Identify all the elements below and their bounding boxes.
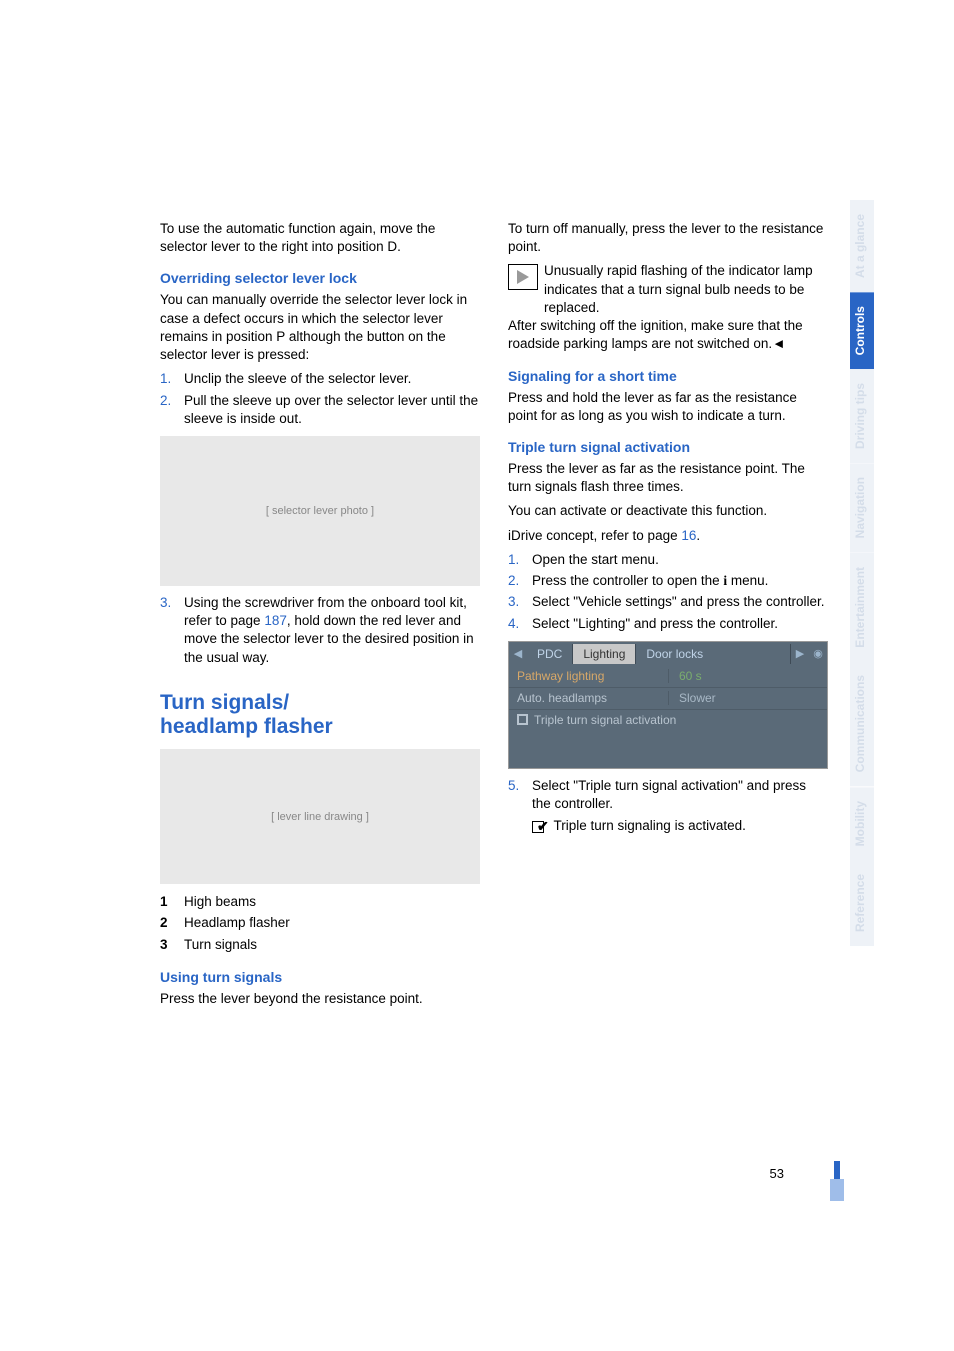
legend-2: 2Headlamp flasher	[160, 913, 480, 933]
idrive-ref: iDrive concept, refer to page 16.	[508, 527, 828, 545]
triple-steps-cont: Select "Triple turn signal activation" a…	[508, 777, 828, 836]
idrive-pre: iDrive concept, refer to page	[508, 528, 681, 543]
side-tab-at-a-glance[interactable]: At a glance	[850, 200, 874, 292]
override-step-3: Using the screwdriver from the onboard t…	[160, 594, 480, 667]
triple-heading: Triple turn signal activation	[508, 439, 828, 455]
intro-text: To use the automatic function again, mov…	[160, 220, 480, 256]
s2-post: menu.	[727, 573, 768, 588]
step5-text: Select "Triple turn signal activation" a…	[532, 778, 806, 811]
override-steps: Unclip the sleeve of the selector lever.…	[160, 370, 480, 428]
page-number: 53	[770, 1166, 784, 1181]
triple-step-5: Select "Triple turn signal activation" a…	[508, 777, 828, 836]
triple-step-1: Open the start menu.	[508, 551, 828, 569]
note-box: Unusually rapid flashing of the indicato…	[508, 262, 828, 317]
side-tab-navigation[interactable]: Navigation	[850, 463, 874, 552]
page-ref-187[interactable]: 187	[264, 613, 287, 628]
tab-knob-icon: ◉	[809, 647, 827, 660]
legend-1: 1High beams	[160, 892, 480, 912]
row1-right: 60 s	[668, 669, 827, 683]
override-heading: Overriding selector lever lock	[160, 270, 480, 286]
s2-pre: Press the controller to open the	[532, 573, 723, 588]
side-tab-communications[interactable]: Communications	[850, 661, 874, 786]
override-steps-cont: Using the screwdriver from the onboard t…	[160, 594, 480, 667]
row3-text: Triple turn signal activation	[534, 713, 676, 727]
row2-left: Auto. headlamps	[509, 691, 668, 705]
page-marker	[830, 1179, 844, 1201]
row2-right: Slower	[668, 691, 827, 705]
idrive-row-1: Pathway lighting 60 s	[509, 666, 827, 688]
tab-arrow-right-icon: ▶	[791, 647, 809, 660]
turn-heading-l1: Turn signals/	[160, 691, 289, 714]
override-step-1: Unclip the sleeve of the selector lever.	[160, 370, 480, 388]
tab-pdc: PDC	[527, 644, 573, 664]
legend-3: 3Turn signals	[160, 935, 480, 955]
idrive-screenshot: ◀ PDC Lighting Door locks ▶ ◉ Pathway li…	[508, 641, 828, 769]
side-tab-driving-tips[interactable]: Driving tips	[850, 369, 874, 463]
turnoff-text: To turn off manually, press the lever to…	[508, 220, 828, 256]
page-ref-16[interactable]: 16	[681, 528, 696, 543]
idrive-post: .	[696, 528, 700, 543]
idrive-row-2: Auto. headlamps Slower	[509, 688, 827, 710]
legend-1-text: High beams	[184, 894, 256, 909]
using-turn-signals-body: Press the lever beyond the resistance po…	[160, 990, 480, 1008]
idrive-checkbox-icon	[517, 714, 528, 725]
note-body: Unusually rapid flashing of the indicato…	[544, 262, 828, 317]
row1-left: Pathway lighting	[509, 669, 668, 683]
side-tab-controls[interactable]: Controls	[850, 292, 874, 369]
side-tab-reference[interactable]: Reference	[850, 860, 874, 946]
signal-short-heading: Signaling for a short time	[508, 368, 828, 384]
triple-body-2: You can activate or deactivate this func…	[508, 502, 828, 520]
note-triangle-icon	[508, 264, 538, 290]
idrive-tabs: ◀ PDC Lighting Door locks ▶ ◉	[509, 642, 827, 666]
idrive-body: Pathway lighting 60 s Auto. headlamps Sl…	[509, 666, 827, 768]
note-after-text: After switching off the ignition, make s…	[508, 318, 803, 351]
triple-step-2: Press the controller to open the i menu.	[508, 572, 828, 590]
headlamp-lever-image: [ lever line drawing ]	[160, 749, 480, 884]
using-turn-signals-heading: Using turn signals	[160, 969, 480, 985]
legend-3-text: Turn signals	[184, 937, 257, 952]
legend-2-text: Headlamp flasher	[184, 915, 290, 930]
triple-body-1: Press the lever as far as the resistance…	[508, 460, 828, 496]
triple-step-4: Select "Lighting" and press the controll…	[508, 615, 828, 633]
idrive-row-3: Triple turn signal activation	[509, 710, 827, 730]
triple-step-3: Select "Vehicle settings" and press the …	[508, 593, 828, 611]
turn-heading-l2: headlamp flasher	[160, 715, 333, 738]
triple-steps: Open the start menu. Press the controlle…	[508, 551, 828, 633]
tab-door-locks: Door locks	[636, 644, 791, 664]
side-tab-mobility[interactable]: Mobility	[850, 787, 874, 860]
check-text: Triple turn signaling is activated.	[550, 818, 746, 833]
turn-signals-heading: Turn signals/ headlamp flasher	[160, 691, 480, 739]
tab-arrow-left-icon: ◀	[509, 647, 527, 660]
check-icon	[532, 821, 548, 833]
selector-lever-image: [ selector lever photo ]	[160, 436, 480, 586]
signal-short-body: Press and hold the lever as far as the r…	[508, 389, 828, 425]
note-after: After switching off the ignition, make s…	[508, 317, 828, 353]
override-step-2: Pull the sleeve up over the selector lev…	[160, 392, 480, 428]
override-body: You can manually override the selector l…	[160, 291, 480, 364]
side-tabs: At a glance Controls Driving tips Naviga…	[850, 200, 874, 946]
tab-lighting: Lighting	[573, 644, 636, 664]
legend-list: 1High beams 2Headlamp flasher 3Turn sign…	[160, 892, 480, 955]
side-tab-entertainment[interactable]: Entertainment	[850, 553, 874, 662]
